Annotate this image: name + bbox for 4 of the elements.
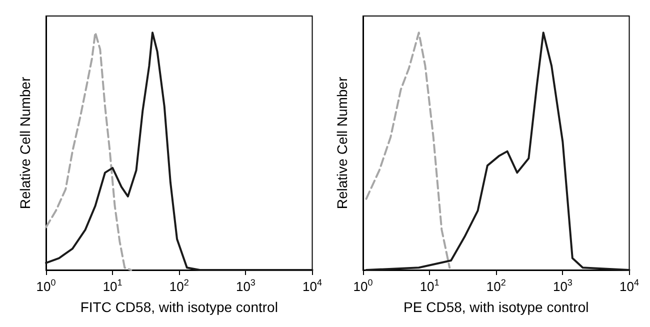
y-axis-title: Relative Cell Number — [17, 76, 33, 210]
x-axis-title: PE CD58, with isotype control — [404, 299, 589, 315]
y-axis-title: Relative Cell Number — [334, 76, 350, 210]
x-axis-title: FITC CD58, with isotype control — [80, 299, 278, 315]
